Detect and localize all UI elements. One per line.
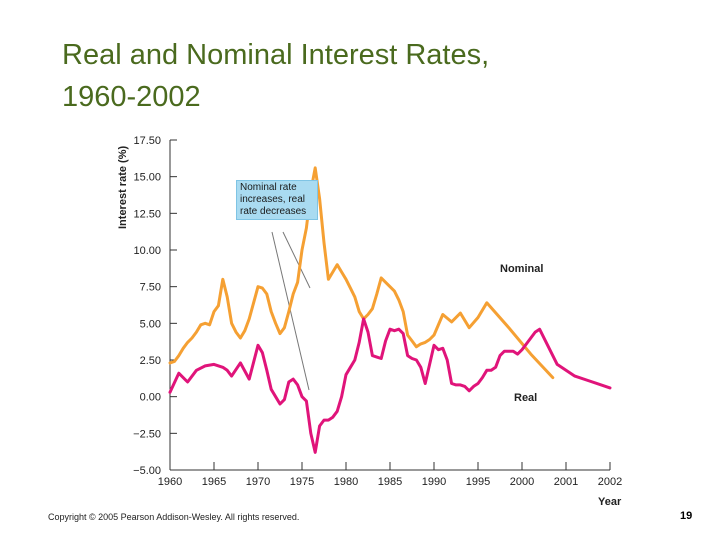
y-tick-label: 2.50 <box>140 355 161 367</box>
y-axis-title: Interest rate (%) <box>117 146 129 229</box>
series-label-real: Real <box>514 392 537 404</box>
series-label-nominal: Nominal <box>500 263 543 275</box>
y-tick-label: 5.00 <box>140 318 161 330</box>
copyright-notice: Copyright © 2005 Pearson Addison-Wesley.… <box>48 512 300 522</box>
y-tick-label: 17.50 <box>133 135 161 147</box>
series-line-real <box>168 317 612 454</box>
y-tick-label: −2.50 <box>133 428 161 440</box>
x-tick-label: 1995 <box>466 476 490 488</box>
x-tick-label: 1960 <box>158 476 182 488</box>
x-tick-label: 1965 <box>202 476 226 488</box>
annotation-callout: Nominal rate increases, real rate decrea… <box>236 180 318 220</box>
y-tick-label: 0.00 <box>140 392 161 404</box>
x-tick-label: 2000 <box>510 476 534 488</box>
leader-line-nominal <box>282 231 311 289</box>
slide-title: Real and Nominal Interest Rates, 1960-20… <box>62 34 662 118</box>
x-tick-label: 1990 <box>422 476 446 488</box>
x-tick-label: 1970 <box>246 476 270 488</box>
y-tick-label: 10.00 <box>133 245 161 257</box>
x-tick-label: 1975 <box>290 476 314 488</box>
x-tick-label: 1985 <box>378 476 402 488</box>
series-line-nominal <box>168 166 555 380</box>
annotation-line-2: increases, real <box>240 194 306 205</box>
y-tick-label: −5.00 <box>133 465 161 477</box>
chart-series <box>168 166 612 454</box>
annotation-leader-lines <box>271 231 311 391</box>
annotation-line-1: Nominal rate <box>240 182 297 193</box>
leader-line-real <box>271 231 310 391</box>
x-tick-label: 2001 <box>554 476 578 488</box>
slide-title-line-2: 1960-2002 <box>62 81 201 113</box>
page-number: 19 <box>680 510 693 522</box>
slide-title-line-1: Real and Nominal Interest Rates, <box>62 39 490 71</box>
chart-labels: 17.50 15.00 12.50 10.00 7.50 5.00 2.50 0.00 −2.5… <box>117 135 622 508</box>
x-tick-label: 2002 <box>598 476 622 488</box>
y-tick-label: 15.00 <box>133 172 161 184</box>
y-tick-label: 7.50 <box>140 282 161 294</box>
y-tick-label: 12.50 <box>133 208 161 220</box>
annotation-line-3: rate decreases <box>240 206 307 217</box>
x-tick-label: 1980 <box>334 476 358 488</box>
x-axis-title: Year <box>598 496 622 508</box>
